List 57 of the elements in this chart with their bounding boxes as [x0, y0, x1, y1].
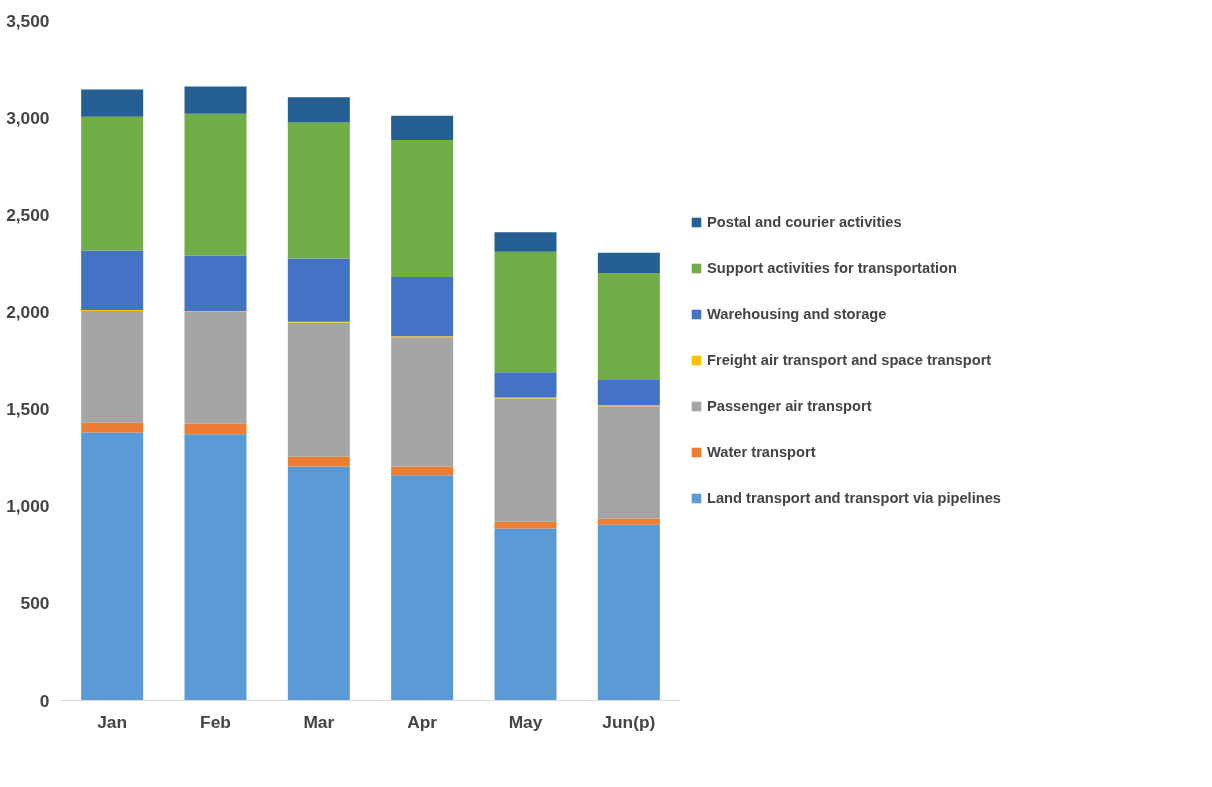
bar [494, 232, 557, 252]
bar [287, 258, 350, 322]
bar [391, 466, 454, 476]
bar [391, 139, 454, 277]
bar [81, 89, 144, 117]
x-tick-label: Apr [407, 711, 438, 732]
bar [494, 521, 557, 529]
bar [287, 97, 350, 123]
bar [287, 122, 350, 259]
bar [184, 423, 247, 435]
bar [391, 276, 454, 337]
bar [597, 518, 660, 525]
bar [494, 528, 557, 701]
y-tick-label: 1,000 [6, 496, 50, 517]
y-tick-label: 1,500 [6, 399, 50, 420]
bar [494, 251, 557, 373]
bar [494, 398, 557, 522]
bar [287, 466, 350, 701]
legend-label: Support activities for transportation [707, 260, 957, 276]
legend-label: Passenger air transport [707, 398, 872, 414]
bar [391, 115, 454, 140]
bar [287, 322, 350, 457]
bar [494, 372, 557, 398]
bar [287, 456, 350, 467]
legend-label: Water transport [707, 444, 816, 460]
bar [184, 434, 247, 701]
legend-label: Land transport and transport via pipelines [707, 490, 1001, 506]
y-tick-label: 2,000 [6, 301, 50, 322]
bar [184, 113, 247, 256]
y-tick-label: 3,500 [6, 10, 50, 31]
bar [81, 310, 144, 423]
bar [597, 524, 660, 701]
bar [597, 273, 660, 380]
y-tick-label: 500 [20, 593, 50, 614]
legend-label: Freight air transport and space transport [707, 352, 992, 368]
x-tick-label: Feb [200, 711, 231, 732]
y-tick-label: 0 [39, 690, 50, 711]
x-tick-label: Mar [303, 711, 335, 732]
bar [391, 337, 454, 467]
x-tick-label: Jan [97, 711, 128, 732]
bar [184, 255, 247, 311]
legend-label: Warehousing and storage [707, 306, 887, 322]
x-tick-label: Jun(p) [602, 711, 656, 732]
bar [81, 116, 144, 251]
bar [597, 379, 660, 406]
bar [184, 86, 247, 114]
bar [81, 250, 144, 310]
bar [391, 475, 454, 701]
bar [597, 406, 660, 519]
bar [81, 432, 144, 701]
x-tick-label: May [508, 711, 543, 732]
bar [81, 422, 144, 433]
y-tick-label: 3,000 [6, 107, 50, 128]
bar [184, 311, 247, 424]
legend-label: Postal and courier activities [707, 214, 902, 230]
bar [597, 252, 660, 274]
y-tick-label: 2,500 [6, 204, 50, 225]
